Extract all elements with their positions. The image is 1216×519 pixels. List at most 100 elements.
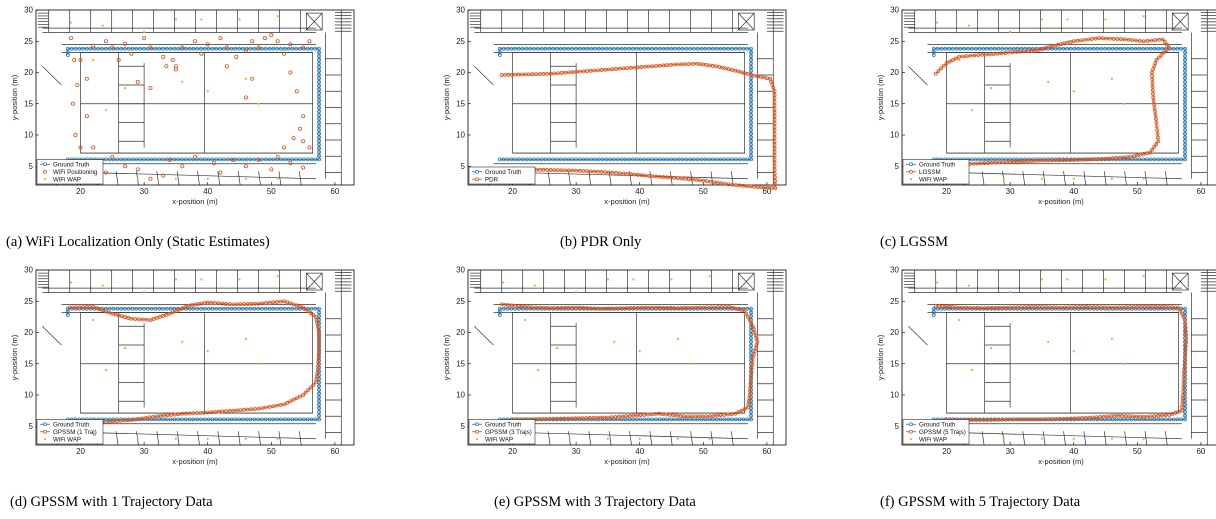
ground-truth-point — [317, 98, 321, 103]
estimate-point — [205, 42, 210, 47]
estimate-point — [1073, 305, 1078, 310]
estimate-point — [772, 146, 777, 151]
estimate-point — [1068, 158, 1073, 162]
ground-truth-point — [1179, 46, 1184, 51]
legend-marker — [43, 169, 47, 174]
estimate-point — [537, 72, 542, 76]
estimate-point — [679, 306, 684, 310]
legend-label: Ground Truth — [919, 421, 956, 428]
estimate-point — [563, 168, 568, 173]
wap-point — [244, 177, 247, 180]
estimate-point — [609, 415, 614, 420]
estimate-point — [570, 70, 575, 75]
ground-truth-point — [661, 46, 666, 51]
estimate-point — [84, 114, 89, 119]
ground-truth-point — [612, 157, 616, 162]
estimate-point — [574, 305, 579, 310]
estimate-point — [161, 313, 166, 318]
estimate-point — [968, 305, 973, 310]
estimate-point — [125, 418, 130, 423]
estimate-point — [1007, 417, 1012, 422]
y-tick-label: 20 — [890, 68, 899, 77]
estimate-point — [263, 301, 268, 305]
ground-truth-point — [1183, 98, 1187, 103]
ground-truth-point — [501, 306, 506, 311]
ground-truth-point — [301, 417, 306, 422]
ground-truth-point — [237, 417, 241, 422]
ground-truth-point — [214, 157, 219, 162]
wall-line — [568, 171, 571, 186]
estimate-point — [715, 413, 719, 418]
ground-truth-point — [161, 157, 165, 162]
caption-c: (c) LGSSM — [880, 234, 949, 250]
estimate-point — [1114, 156, 1119, 160]
ground-truth-point — [248, 157, 253, 162]
ground-truth-point — [676, 417, 681, 422]
ground-truth-point — [1004, 46, 1009, 51]
estimate-point — [643, 305, 648, 310]
estimate-point — [216, 409, 221, 414]
wap-point — [676, 337, 679, 340]
wap-point — [967, 284, 970, 287]
estimate-point — [213, 301, 217, 305]
wap-point — [206, 90, 209, 93]
y-tick-label: 10 — [24, 391, 33, 400]
estimate-point — [1004, 160, 1009, 164]
estimate-point — [1159, 53, 1164, 57]
estimate-point — [591, 415, 596, 420]
ground-truth-point — [672, 417, 677, 422]
wap-point — [1040, 18, 1044, 21]
estimate-point — [933, 71, 938, 76]
ground-truth-point — [157, 306, 162, 311]
wap-point — [555, 347, 559, 350]
legend-label: GPSSM (5 Trajs) — [919, 429, 966, 436]
estimate-point — [596, 169, 600, 174]
y-tick-label: 10 — [890, 391, 899, 400]
ground-truth-point — [566, 157, 571, 162]
ground-truth-point — [1141, 46, 1146, 51]
estimate-point — [1155, 128, 1160, 132]
estimate-point — [1183, 329, 1188, 334]
y-tick-label: 10 — [456, 131, 465, 140]
ground-truth-point — [653, 417, 658, 422]
ground-truth-point — [726, 157, 731, 162]
estimate-point — [770, 83, 775, 87]
estimate-point — [154, 414, 159, 419]
estimate-point — [772, 107, 777, 112]
ground-truth-point — [1114, 46, 1119, 51]
estimate-point — [301, 305, 306, 310]
ground-truth-point — [638, 417, 643, 422]
estimate-point — [707, 414, 712, 419]
wall-line — [1124, 431, 1127, 446]
estimate-point — [766, 185, 771, 190]
ground-truth-point — [1019, 157, 1024, 162]
estimate-point — [620, 414, 625, 419]
ground-truth-point — [1122, 417, 1127, 422]
estimate-point — [746, 314, 750, 319]
ground-truth-point — [279, 417, 283, 422]
ground-truth-point — [317, 406, 321, 411]
wap-point — [1072, 177, 1075, 180]
estimate-point — [275, 154, 280, 159]
estimate-point — [78, 145, 83, 150]
estimate-point — [1033, 304, 1038, 309]
ground-truth-point — [153, 157, 158, 162]
ground-truth-point — [520, 46, 525, 51]
ground-truth-point — [562, 46, 567, 51]
ground-truth-point — [111, 306, 116, 311]
estimate-point — [686, 177, 691, 182]
wall-line — [649, 431, 653, 446]
estimate-point — [311, 313, 316, 317]
estimate-point — [739, 408, 744, 413]
ground-truth-point — [703, 157, 708, 162]
ground-truth-point — [516, 46, 521, 51]
ground-truth-point — [1141, 157, 1146, 162]
x-axis-label: x-position (m) — [172, 457, 218, 466]
ground-truth-point — [977, 157, 982, 162]
ground-truth-point — [1008, 157, 1012, 162]
ground-truth-point — [1179, 417, 1184, 422]
wap-point — [708, 275, 711, 278]
x-tick-label: 40 — [1069, 447, 1078, 456]
ground-truth-point — [1122, 157, 1127, 162]
